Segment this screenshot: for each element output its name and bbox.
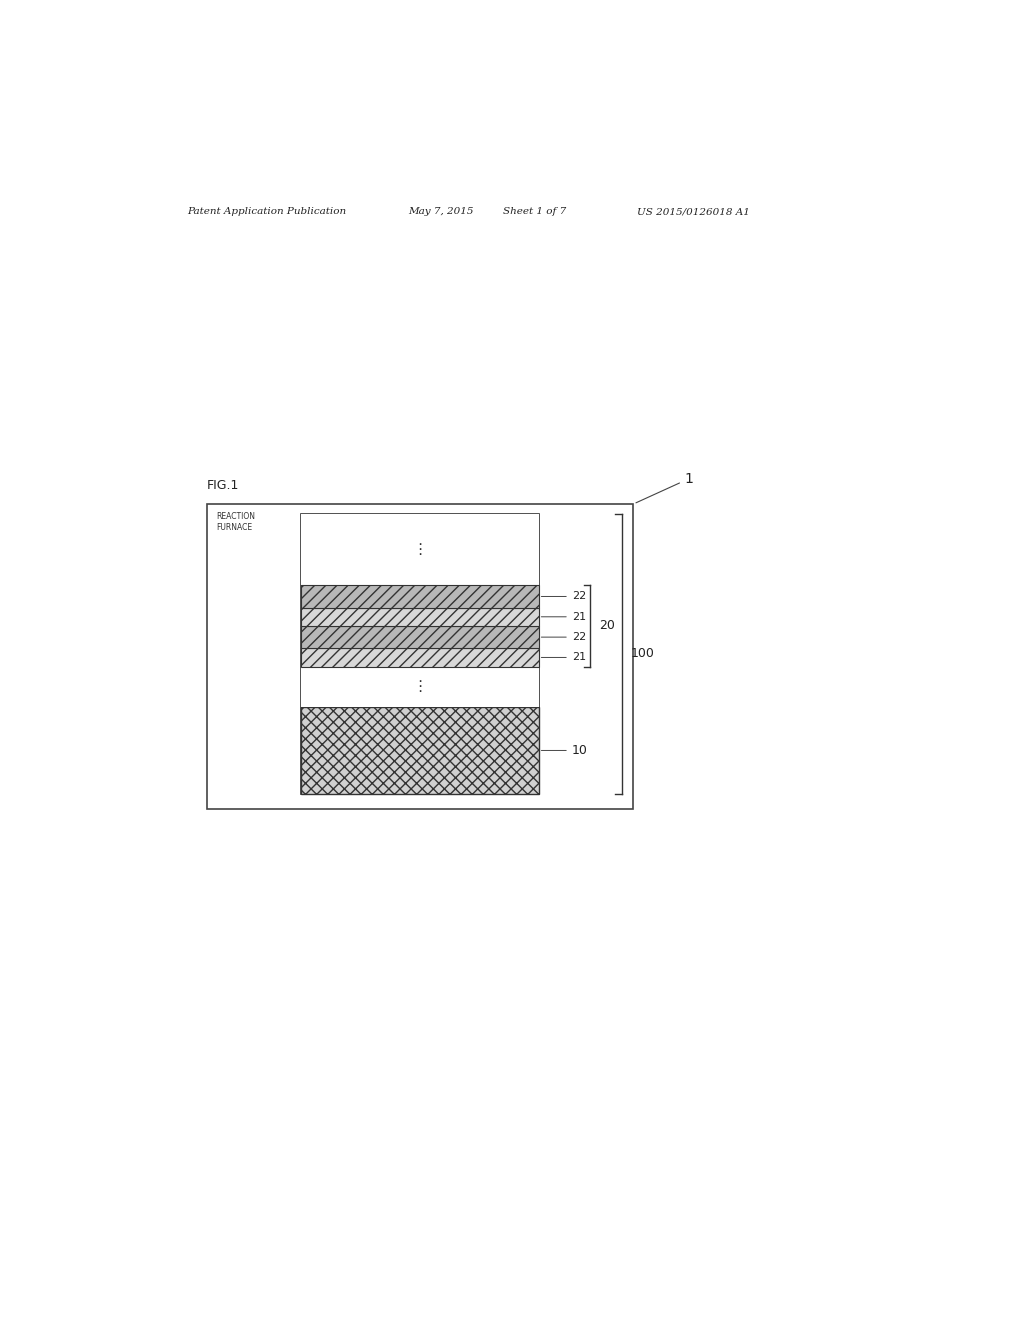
Text: 22: 22 xyxy=(541,632,586,642)
Text: REACTION
FURNACE: REACTION FURNACE xyxy=(216,512,255,532)
Text: FIG.1: FIG.1 xyxy=(206,479,238,491)
Text: ⋮: ⋮ xyxy=(412,543,427,557)
Bar xyxy=(302,515,538,585)
Text: ⋮: ⋮ xyxy=(412,680,427,694)
Text: US 2015/0126018 A1: US 2015/0126018 A1 xyxy=(637,207,750,216)
Text: 10: 10 xyxy=(541,744,587,756)
Text: 22: 22 xyxy=(541,591,586,602)
Bar xyxy=(302,648,538,667)
Text: 20: 20 xyxy=(599,619,614,632)
Text: Patent Application Publication: Patent Application Publication xyxy=(186,207,345,216)
Bar xyxy=(302,667,538,708)
Bar xyxy=(302,585,538,607)
Bar xyxy=(206,504,633,809)
Text: Sheet 1 of 7: Sheet 1 of 7 xyxy=(502,207,566,216)
Text: 21: 21 xyxy=(541,652,585,663)
Text: 100: 100 xyxy=(631,647,654,660)
Text: May 7, 2015: May 7, 2015 xyxy=(408,207,473,216)
Bar xyxy=(302,708,538,793)
Text: 1: 1 xyxy=(635,471,693,503)
Bar xyxy=(302,515,538,793)
Bar xyxy=(302,626,538,648)
Bar xyxy=(302,607,538,626)
Text: 21: 21 xyxy=(541,611,585,622)
